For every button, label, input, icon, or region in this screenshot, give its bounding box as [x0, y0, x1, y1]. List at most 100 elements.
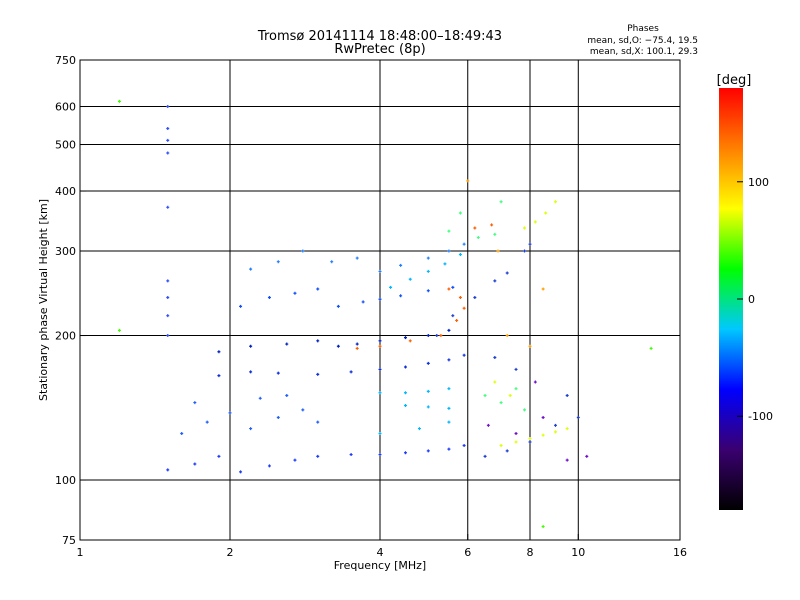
data-point — [378, 339, 382, 343]
data-point — [462, 444, 466, 448]
data-point — [462, 242, 466, 246]
data-point — [493, 232, 497, 236]
data-point — [523, 408, 527, 412]
y-tick-label: 200 — [55, 330, 76, 343]
data-point — [205, 420, 209, 424]
data-point — [447, 387, 451, 391]
colorbar-tick-label: 0 — [748, 293, 755, 306]
data-point — [349, 370, 353, 374]
data-point — [217, 350, 221, 354]
data-point — [403, 365, 407, 369]
data-point — [426, 334, 430, 338]
data-point — [462, 353, 466, 357]
data-point — [585, 454, 589, 458]
data-point — [361, 300, 365, 304]
data-point — [490, 223, 494, 227]
data-point — [193, 462, 197, 466]
colorbar-tick-label: -100 — [748, 410, 773, 423]
data-point — [336, 304, 340, 308]
data-point — [408, 277, 412, 281]
x-tick-label: 4 — [377, 546, 384, 559]
data-point — [439, 334, 443, 338]
data-point — [408, 339, 412, 343]
data-point — [301, 408, 305, 412]
data-point — [117, 99, 121, 103]
data-point — [514, 387, 518, 391]
data-point — [486, 423, 490, 427]
data-point — [228, 411, 232, 415]
data-point — [496, 249, 500, 253]
data-point — [426, 289, 430, 293]
data-point — [499, 444, 503, 448]
data-point — [166, 151, 170, 155]
data-point — [403, 451, 407, 455]
data-point — [426, 405, 430, 409]
data-point — [316, 420, 320, 424]
data-point — [166, 334, 170, 338]
x-tick-label: 1 — [77, 546, 84, 559]
data-point — [166, 279, 170, 283]
data-point — [378, 269, 382, 273]
data-point — [451, 314, 455, 318]
data-point — [267, 464, 271, 468]
data-point — [455, 318, 459, 322]
data-point — [523, 226, 527, 230]
data-point — [483, 454, 487, 458]
data-point — [378, 453, 382, 457]
data-point — [293, 458, 297, 462]
x-tick-label: 10 — [571, 546, 585, 559]
data-point — [330, 260, 334, 264]
data-point — [505, 271, 509, 275]
x-tick-label: 8 — [527, 546, 534, 559]
data-point — [544, 211, 548, 215]
data-point — [476, 236, 480, 240]
phases-legend-title: Phases — [627, 24, 659, 34]
data-point — [473, 296, 477, 300]
data-point — [505, 334, 509, 338]
data-point — [316, 372, 320, 376]
data-point — [533, 220, 537, 224]
y-axis-label: Stationary phase Virtual Height [km] — [37, 199, 50, 401]
data-point — [276, 260, 280, 264]
data-point — [403, 336, 407, 340]
data-point — [355, 342, 359, 346]
data-point — [399, 294, 403, 298]
data-point — [447, 420, 451, 424]
data-point — [349, 453, 353, 457]
y-tick-label: 300 — [55, 245, 76, 258]
data-point — [426, 269, 430, 273]
data-point — [649, 346, 653, 350]
data-point — [403, 403, 407, 407]
data-point — [117, 328, 121, 332]
chart-title: Tromsø 20141114 18:48:00–18:49:43 — [257, 29, 502, 44]
data-point — [514, 367, 518, 371]
colorbar-ticks: 100 0 -100 — [737, 176, 773, 423]
data-point — [447, 358, 451, 362]
data-point — [447, 287, 451, 291]
data-point — [249, 427, 253, 431]
phases-legend-x: mean, sd,X: 100.1, 29.3 — [590, 47, 698, 57]
data-point — [541, 525, 545, 529]
y-tick-label: 600 — [55, 101, 76, 114]
data-point — [239, 470, 243, 474]
data-point — [193, 401, 197, 405]
data-point — [166, 105, 170, 109]
data-point — [528, 440, 532, 444]
data-point — [528, 242, 532, 246]
data-point — [565, 427, 569, 431]
data-point — [249, 267, 253, 271]
y-tick-label: 400 — [55, 185, 76, 198]
data-point — [166, 296, 170, 300]
data-point — [553, 430, 557, 434]
data-point — [443, 262, 447, 266]
data-point — [378, 367, 382, 371]
y-tick-label: 750 — [55, 54, 76, 67]
data-point — [458, 211, 462, 215]
data-points — [117, 99, 653, 529]
y-tick-label: 100 — [55, 474, 76, 487]
data-point — [293, 291, 297, 295]
data-point — [389, 285, 393, 289]
data-point — [493, 355, 497, 359]
data-point — [276, 371, 280, 375]
